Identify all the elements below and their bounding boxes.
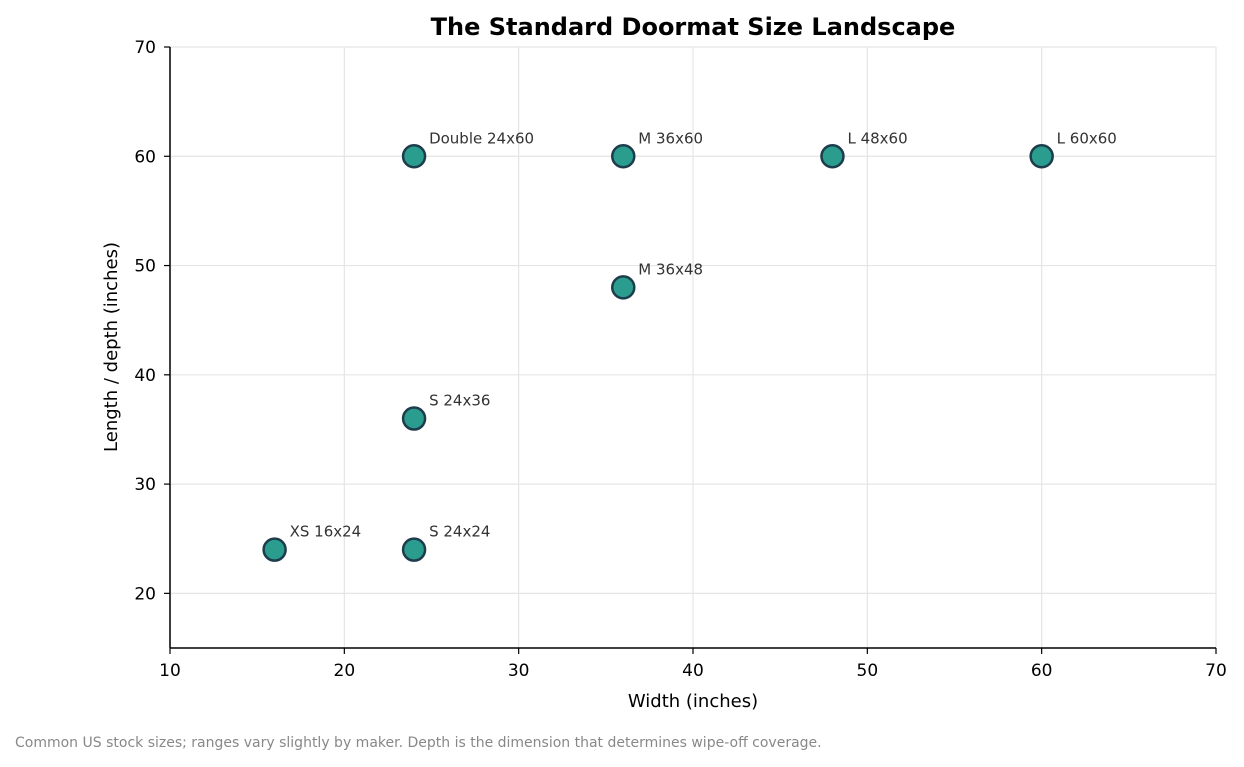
y-tick-label: 40 [134,366,156,386]
data-point [262,537,287,562]
data-point-label: L 60x60 [1057,129,1117,147]
chart-title: The Standard Doormat Size Landscape [431,13,956,41]
x-tick-label: 10 [159,661,181,681]
data-point [401,537,427,562]
x-tick-label: 60 [1031,661,1053,681]
y-tick-label: 50 [134,257,156,277]
x-tick-label: 50 [857,661,879,681]
chart-caption: Common US stock sizes; ranges vary sligh… [15,735,822,751]
y-tick-label: 70 [134,38,156,58]
x-tick-label: 30 [508,661,530,681]
data-point [1029,144,1054,169]
data-point-label: S 24x36 [429,392,490,410]
x-tick-label: 70 [1205,661,1227,681]
data-point [611,144,636,169]
data-point-label: M 36x60 [638,129,703,147]
data-point-label: M 36x48 [638,260,703,278]
x-axis-label: Width (inches) [628,691,758,712]
y-tick-label: 60 [134,147,156,167]
data-point [820,144,845,169]
data-point [401,144,427,169]
data-point-label: S 24x24 [429,523,490,541]
data-points [262,144,1054,562]
point-labels: XS 16x24 S 24x24 S 24x36 M 36x48 M 36x60 L 48… [290,129,1117,540]
tick-labels: 10 20 30 40 50 60 70 20 30 40 50 60 70 [134,38,1226,681]
x-tick-label: 20 [334,661,356,681]
y-axis-label: Length / depth (inches) [101,242,122,452]
data-point-label: Double 24x60 [429,129,534,147]
data-point [611,275,636,300]
data-point-label: XS 16x24 [290,523,362,541]
y-tick-label: 30 [134,475,156,495]
axes [164,46,1217,654]
y-tick-label: 20 [134,584,156,604]
data-point [401,406,427,431]
data-point-label: L 48x60 [847,129,907,147]
x-tick-label: 40 [682,661,704,681]
